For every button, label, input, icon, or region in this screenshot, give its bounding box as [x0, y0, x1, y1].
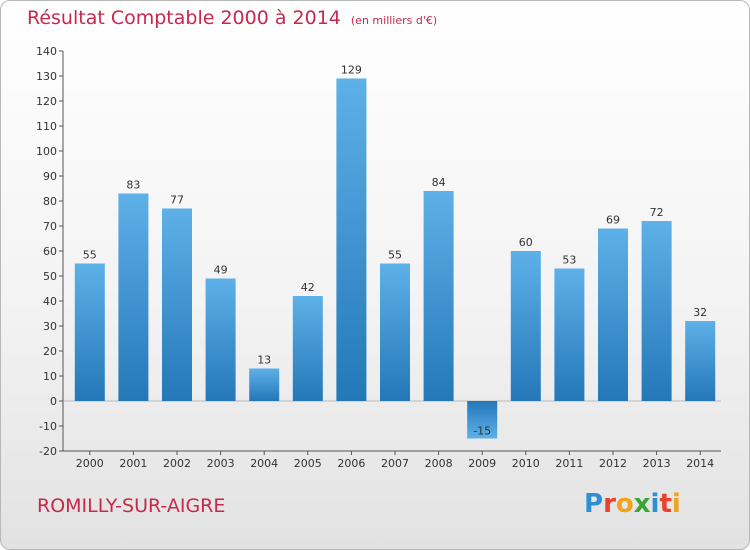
y-tick-label: 130 — [36, 70, 57, 83]
bar — [118, 193, 149, 401]
y-tick-label: 20 — [43, 345, 57, 358]
logo-letter: r — [603, 489, 616, 519]
logo-letter: i — [671, 489, 681, 519]
bar — [74, 263, 105, 401]
x-tick-label: 2002 — [163, 457, 191, 470]
data-label: 60 — [519, 236, 533, 249]
data-label: 84 — [432, 176, 446, 189]
y-tick-label: 0 — [50, 395, 57, 408]
data-label: 83 — [126, 179, 140, 192]
bar — [510, 251, 541, 401]
bar — [423, 191, 454, 401]
proxiti-logo: Proxiti — [584, 489, 681, 519]
x-tick-label: 2006 — [337, 457, 365, 470]
y-tick-label: 40 — [43, 295, 57, 308]
bar — [162, 208, 192, 401]
chart-subtitle: (en milliers d'€) — [350, 14, 438, 27]
x-tick-label: 2014 — [686, 457, 714, 470]
x-tick-label: 2001 — [119, 457, 147, 470]
chart-title: Résultat Comptable 2000 à 2014 — [27, 7, 341, 29]
x-tick-label: 2005 — [294, 457, 322, 470]
x-tick-label: 2000 — [76, 457, 104, 470]
logo-letter: P — [584, 489, 604, 519]
data-label: -15 — [473, 425, 491, 438]
x-tick-label: 2008 — [425, 457, 453, 470]
data-label: 42 — [301, 281, 315, 294]
y-tick-label: 50 — [43, 270, 57, 283]
y-tick-label: 80 — [43, 195, 57, 208]
y-tick-label: 90 — [43, 170, 57, 183]
x-tick-label: 2003 — [207, 457, 235, 470]
x-tick-label: 2012 — [599, 457, 627, 470]
y-tick-label: -10 — [39, 420, 57, 433]
logo-letter: x — [633, 489, 651, 519]
bar — [467, 401, 498, 439]
data-label: 53 — [562, 254, 576, 267]
bar — [336, 78, 367, 401]
bar — [598, 228, 628, 401]
y-tick-label: 30 — [43, 320, 57, 333]
bar — [380, 263, 410, 401]
logo-letter: t — [659, 489, 672, 519]
bar — [205, 278, 236, 401]
logo-letter: i — [650, 489, 660, 519]
commune-name: ROMILLY-SUR-AIGRE — [37, 495, 226, 517]
bar — [641, 221, 672, 401]
bar — [292, 296, 323, 401]
data-label: 55 — [83, 249, 97, 262]
data-label: 49 — [214, 264, 228, 277]
x-tick-label: 2009 — [468, 457, 496, 470]
y-tick-label: 70 — [43, 220, 57, 233]
x-tick-label: 2004 — [250, 457, 278, 470]
y-tick-label: 10 — [43, 370, 57, 383]
x-tick-label: 2013 — [643, 457, 671, 470]
bar — [554, 268, 585, 401]
y-tick-label: 100 — [36, 145, 57, 158]
data-label: 129 — [341, 64, 362, 77]
bar — [685, 321, 716, 401]
y-tick-label: -20 — [39, 445, 57, 458]
y-tick-label: 60 — [43, 245, 57, 258]
data-label: 72 — [650, 206, 664, 219]
axes: -20 -10 0 10 20 30 40 50 60 70 80 90 100 110 120 130 140… — [36, 45, 721, 470]
data-label: 77 — [170, 194, 184, 207]
logo-letter: o — [615, 489, 634, 519]
y-tick-label: 110 — [36, 120, 57, 133]
bars — [74, 78, 716, 439]
y-tick-label: 140 — [36, 45, 57, 58]
title-block: Résultat Comptable 2000 à 2014 (en millie… — [27, 7, 437, 29]
x-tick-label: 2011 — [555, 457, 583, 470]
data-label: 32 — [693, 306, 707, 319]
data-label: 69 — [606, 214, 620, 227]
bar — [249, 368, 280, 401]
value-labels: 55 83 77 49 13 42 129 55 84 -15 60 53 69 72 32 — [83, 64, 707, 438]
y-tick-label: 120 — [36, 95, 57, 108]
x-tick-label: 2010 — [512, 457, 540, 470]
data-label: 13 — [257, 354, 271, 367]
data-label: 55 — [388, 249, 402, 262]
x-tick-label: 2007 — [381, 457, 409, 470]
